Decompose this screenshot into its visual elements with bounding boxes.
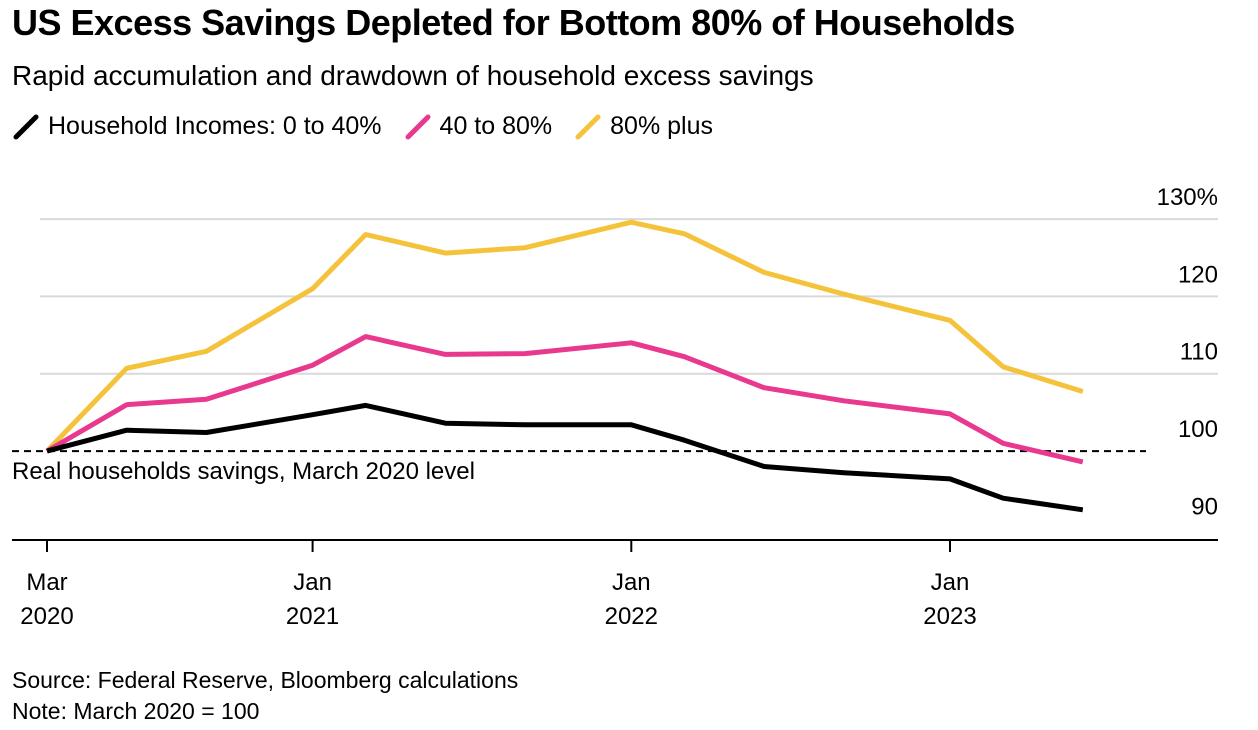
y-tick-label-110: 110 [1180,339,1218,366]
legend-line-swatch-0-40 [13,114,39,139]
chart-subtitle: Rapid accumulation and drawdown of house… [12,60,814,91]
y-tick-label-100: 100 [1178,416,1218,443]
legend-item-80-plus: 80% plus [574,112,713,141]
x-tick-label-year-2020: 2020 [20,603,73,630]
x-tick-label-month-2020: Mar [26,569,67,596]
y-tick-label-130: 130% [1157,184,1218,211]
source-note: Source: Federal Reserve, Bloomberg calcu… [12,667,519,693]
x-tick-label-month-2023: Jan [931,569,970,596]
legend-item-40-80: 40 to 80% [404,112,553,141]
legend-label-80-plus: 80% plus [610,112,713,140]
footnote: Note: March 2020 = 100 [12,698,260,724]
chart-title: US Excess Savings Depleted for Bottom 80… [12,2,1015,43]
legend: Household Incomes: 0 to 40% 40 to 80% 80… [12,112,735,141]
x-tick-label-year-2021: 2021 [286,603,339,630]
series-line-80-plus [45,219,1084,453]
y-tick-label-120: 120 [1178,261,1218,288]
legend-label-40-80: 40 to 80% [439,112,553,140]
x-tick-label-year-2023: 2023 [923,603,976,630]
x-tick-label-year-2022: 2022 [605,603,658,630]
x-tick-label-month-2021: Jan [293,569,332,596]
series-line-40-80 [45,334,1084,465]
y-tick-label-90: 90 [1191,493,1218,520]
legend-item-0-40: Household Incomes: 0 to 40% [12,112,382,141]
x-tick-label-month-2022: Jan [612,569,651,596]
series-line-0-40 [46,402,1084,513]
legend-line-swatch-40-80 [405,114,431,139]
legend-label-0-40: Household Incomes: 0 to 40% [48,112,382,140]
legend-line-swatch-80-plus [575,114,601,139]
line-chart: 130% 120 110 100 90 Mar 2020 Jan 2021 Jan 2022 Jan 2… [12,184,1218,630]
reference-line-label: Real households savings, March 2020 leve… [12,458,475,485]
